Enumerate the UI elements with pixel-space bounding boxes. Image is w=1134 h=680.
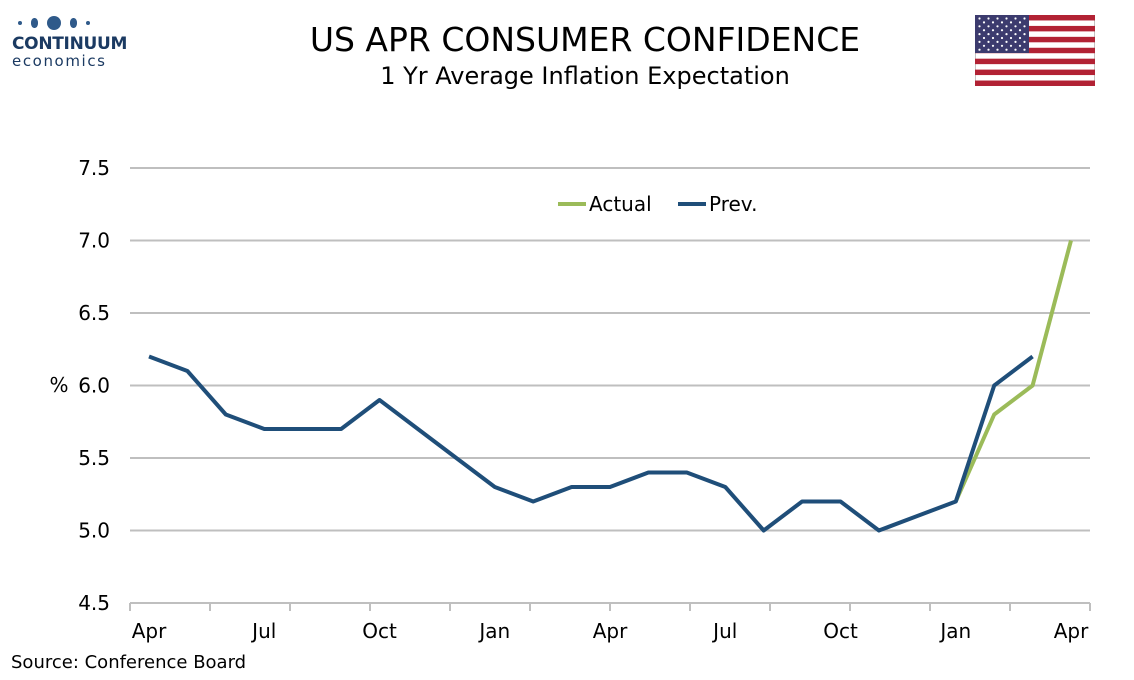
x-tick-label: Apr [593, 619, 628, 643]
chart-title: US APR CONSUMER CONFIDENCE [309, 20, 861, 59]
legend-prev-label: Prev. [709, 192, 757, 216]
y-tick-label: 4.5 [78, 591, 110, 615]
y-tick-label: 5.0 [78, 519, 110, 543]
x-tick-label: Apr [132, 619, 167, 643]
series-line-actual [953, 239, 1073, 503]
series-line-prev [148, 354, 1034, 533]
x-tick-label: Apr [1054, 619, 1089, 643]
x-tick-label: Oct [362, 619, 397, 643]
chart-subtitle: 1 Yr Average Inflation Expectation [380, 62, 790, 90]
y-tick-label: 5.5 [78, 446, 110, 470]
x-tick-label: Jul [711, 619, 737, 643]
series-lines [148, 239, 1073, 533]
logo-name: CONTINUUM [12, 34, 128, 54]
gridlines [130, 167, 1090, 532]
legend: Actual Prev. [558, 192, 757, 216]
x-tick-label: Jan [477, 619, 510, 643]
y-tick-label: 7.5 [78, 156, 110, 180]
y-tick-label: 6.0 [78, 374, 110, 398]
logo-dots-icon [12, 14, 137, 32]
logo-subtitle: economics [12, 52, 107, 70]
axes: 4.5 5.0 5.5 6.0 6.5 7.0 7.5 Apr Jul Oct Jan Apr Jul O… [78, 156, 1091, 643]
us-flag-icon [975, 15, 1095, 86]
logo: CONTINUUM economics [12, 14, 137, 76]
x-tick-label: Oct [823, 619, 858, 643]
y-tick-label: 6.5 [78, 301, 110, 325]
source-note: Source: Conference Board [11, 652, 247, 673]
y-tick-label: 7.0 [78, 229, 110, 253]
legend-actual-label: Actual [589, 192, 652, 216]
x-tick-label: Jan [938, 619, 971, 643]
x-tick-label: Jul [250, 619, 276, 643]
y-axis-label: % [49, 373, 68, 397]
